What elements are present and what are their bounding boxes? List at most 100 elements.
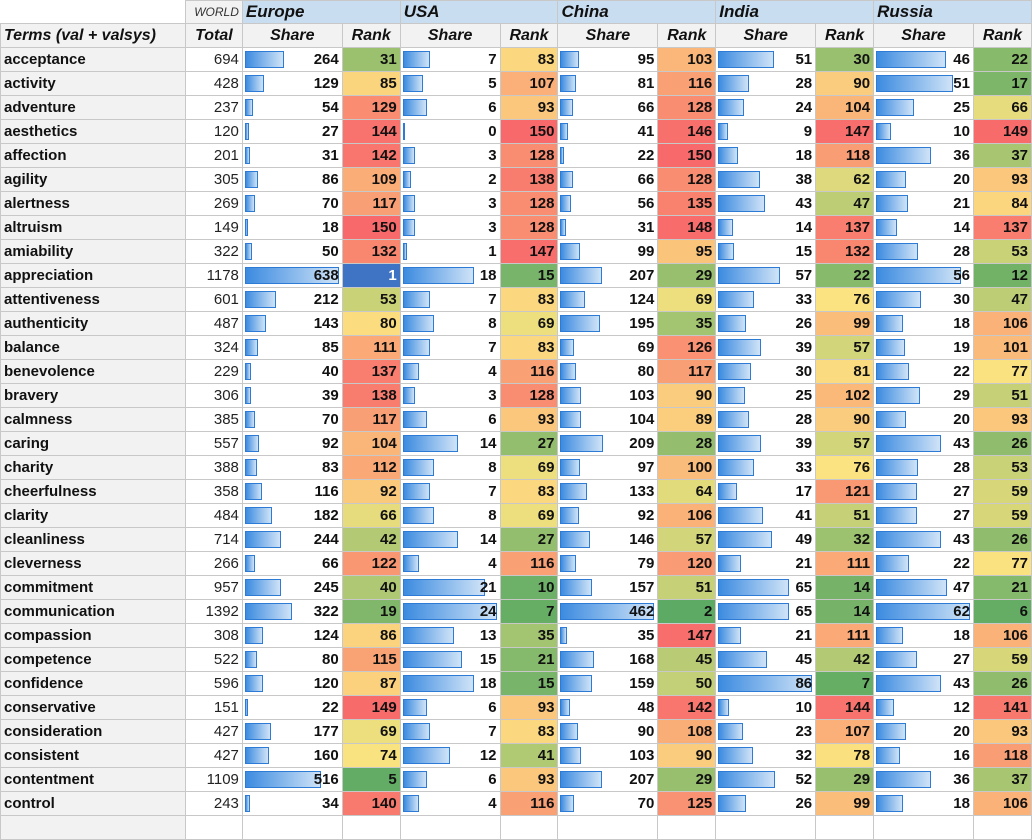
rank-cell-russia[interactable]: 106 — [972, 623, 1032, 648]
share-cell-usa[interactable]: 12 — [399, 743, 501, 768]
term-cell[interactable]: competence — [0, 647, 186, 672]
share-cell-europe[interactable]: 27 — [241, 119, 343, 144]
rank-cell-europe[interactable]: 140 — [341, 791, 401, 816]
rank-cell-russia[interactable]: 141 — [972, 695, 1032, 720]
table-row[interactable]: aesthetics 120 27 144 0 150 41 146 9 147 10 149 — [0, 119, 1032, 144]
share-cell-russia[interactable]: 27 — [873, 647, 974, 672]
share-cell-russia[interactable]: 16 — [873, 743, 974, 768]
share-cell-china[interactable]: 103 — [557, 743, 659, 768]
share-cell-europe[interactable]: 177 — [241, 719, 343, 744]
rank-cell-europe[interactable]: 87 — [341, 671, 401, 696]
region-header-russia[interactable]: Russia — [873, 0, 1032, 24]
region-header-china[interactable]: China — [557, 0, 717, 24]
table-row[interactable]: amiability 322 50 132 1 147 99 95 15 132 28 53 — [0, 239, 1032, 264]
share-cell-russia[interactable]: 28 — [873, 455, 974, 480]
table-row[interactable]: calmness 385 70 117 6 93 104 89 28 90 20 93 — [0, 407, 1032, 432]
term-cell[interactable]: benevolence — [0, 359, 186, 384]
rank-cell-india[interactable]: 81 — [815, 359, 875, 384]
share-cell-russia[interactable]: 28 — [873, 239, 974, 264]
rank-cell-china[interactable]: 103 — [657, 47, 717, 72]
share-cell-europe[interactable]: 83 — [241, 455, 343, 480]
share-cell-europe[interactable]: 322 — [241, 599, 343, 624]
term-cell[interactable]: balance — [0, 335, 186, 360]
share-cell-usa[interactable]: 8 — [399, 311, 501, 336]
rank-cell-usa[interactable]: 93 — [499, 695, 559, 720]
rank-cell-china[interactable]: 90 — [657, 383, 717, 408]
rank-cell-russia[interactable]: 101 — [972, 335, 1032, 360]
total-cell[interactable]: 522 — [184, 647, 243, 672]
rank-cell-russia[interactable]: 77 — [972, 551, 1032, 576]
term-cell[interactable]: appreciation — [0, 263, 186, 288]
term-cell[interactable]: confidence — [0, 671, 186, 696]
table-row[interactable]: attentiveness 601 212 53 7 83 124 69 33 76 30 47 — [0, 287, 1032, 312]
share-cell-china[interactable]: 80 — [557, 359, 659, 384]
rank-cell-india[interactable]: 102 — [815, 383, 875, 408]
share-cell-russia[interactable]: 22 — [873, 551, 974, 576]
total-cell[interactable]: 201 — [184, 143, 243, 168]
rank-cell-europe[interactable]: 69 — [341, 719, 401, 744]
share-cell-europe[interactable]: 160 — [241, 743, 343, 768]
table-row[interactable]: charity 388 83 112 8 69 97 100 33 76 28 53 — [0, 455, 1032, 480]
share-cell-russia[interactable]: 56 — [873, 263, 974, 288]
table-row[interactable]: affection 201 31 142 3 128 22 150 18 118 36 37 — [0, 143, 1032, 168]
share-cell-india[interactable]: 38 — [715, 167, 817, 192]
rank-cell-usa[interactable]: 128 — [499, 143, 559, 168]
table-row[interactable]: commitment 957 245 40 21 10 157 51 65 14 47 21 — [0, 575, 1032, 600]
table-row[interactable]: adventure 237 54 129 6 93 66 128 24 104 25 66 — [0, 95, 1032, 120]
share-cell-europe[interactable]: 40 — [241, 359, 343, 384]
share-cell-russia[interactable]: 47 — [873, 575, 974, 600]
rank-cell-europe[interactable]: 149 — [341, 695, 401, 720]
total-cell[interactable]: 269 — [184, 191, 243, 216]
share-cell-europe[interactable]: 129 — [241, 71, 343, 96]
share-cell-china[interactable]: 48 — [557, 695, 659, 720]
term-cell[interactable]: conservative — [0, 695, 186, 720]
rank-cell-india[interactable]: 32 — [815, 527, 875, 552]
term-cell[interactable]: altruism — [0, 215, 186, 240]
share-cell-india[interactable]: 28 — [715, 71, 817, 96]
rank-cell-china[interactable]: 69 — [657, 287, 717, 312]
table-row[interactable]: cleverness 266 66 122 4 116 79 120 21 111 22 77 — [0, 551, 1032, 576]
rank-cell-india[interactable]: 107 — [815, 719, 875, 744]
term-cell[interactable]: alertness — [0, 191, 186, 216]
share-cell-usa[interactable]: 14 — [399, 527, 501, 552]
rank-cell-europe[interactable]: 40 — [341, 575, 401, 600]
share-cell-russia[interactable]: 43 — [873, 527, 974, 552]
rank-cell-russia[interactable]: 93 — [972, 719, 1032, 744]
share-column-header[interactable]: Share — [557, 23, 659, 48]
total-column-header[interactable]: Total — [184, 23, 243, 48]
total-cell[interactable]: 601 — [184, 287, 243, 312]
term-cell[interactable]: clarity — [0, 503, 186, 528]
share-cell-russia[interactable]: 51 — [873, 71, 974, 96]
term-cell[interactable]: contentment — [0, 767, 186, 792]
share-cell-india[interactable]: 14 — [715, 215, 817, 240]
total-cell[interactable] — [184, 815, 243, 840]
share-cell-europe[interactable]: 18 — [241, 215, 343, 240]
share-cell-china[interactable]: 159 — [557, 671, 659, 696]
term-cell[interactable]: caring — [0, 431, 186, 456]
rank-cell-india[interactable]: 22 — [815, 263, 875, 288]
rank-cell-usa[interactable]: 93 — [499, 407, 559, 432]
total-cell[interactable]: 596 — [184, 671, 243, 696]
rank-cell-india[interactable]: 104 — [815, 95, 875, 120]
rank-column-header[interactable]: Rank — [341, 23, 401, 48]
share-cell-china[interactable]: 31 — [557, 215, 659, 240]
table-row[interactable]: caring 557 92 104 14 27 209 28 39 57 43 26 — [0, 431, 1032, 456]
share-cell-india[interactable]: 28 — [715, 407, 817, 432]
share-cell-russia[interactable]: 19 — [873, 335, 974, 360]
table-row[interactable]: balance 324 85 111 7 83 69 126 39 57 19 101 — [0, 335, 1032, 360]
rank-cell-russia[interactable]: 26 — [972, 671, 1032, 696]
share-cell-usa[interactable]: 4 — [399, 791, 501, 816]
share-cell-india[interactable]: 32 — [715, 743, 817, 768]
share-cell-russia[interactable]: 27 — [873, 503, 974, 528]
rank-cell-usa[interactable]: 69 — [499, 503, 559, 528]
rank-cell-europe[interactable]: 66 — [341, 503, 401, 528]
rank-cell-china[interactable]: 90 — [657, 743, 717, 768]
share-cell-india[interactable]: 21 — [715, 623, 817, 648]
term-cell[interactable]: cleanliness — [0, 527, 186, 552]
rank-cell-europe[interactable]: 138 — [341, 383, 401, 408]
share-cell-china[interactable]: 99 — [557, 239, 659, 264]
share-cell-russia[interactable]: 18 — [873, 791, 974, 816]
rank-cell-russia[interactable]: 53 — [972, 455, 1032, 480]
rank-cell-india[interactable]: 29 — [815, 767, 875, 792]
rank-cell-usa[interactable]: 69 — [499, 455, 559, 480]
